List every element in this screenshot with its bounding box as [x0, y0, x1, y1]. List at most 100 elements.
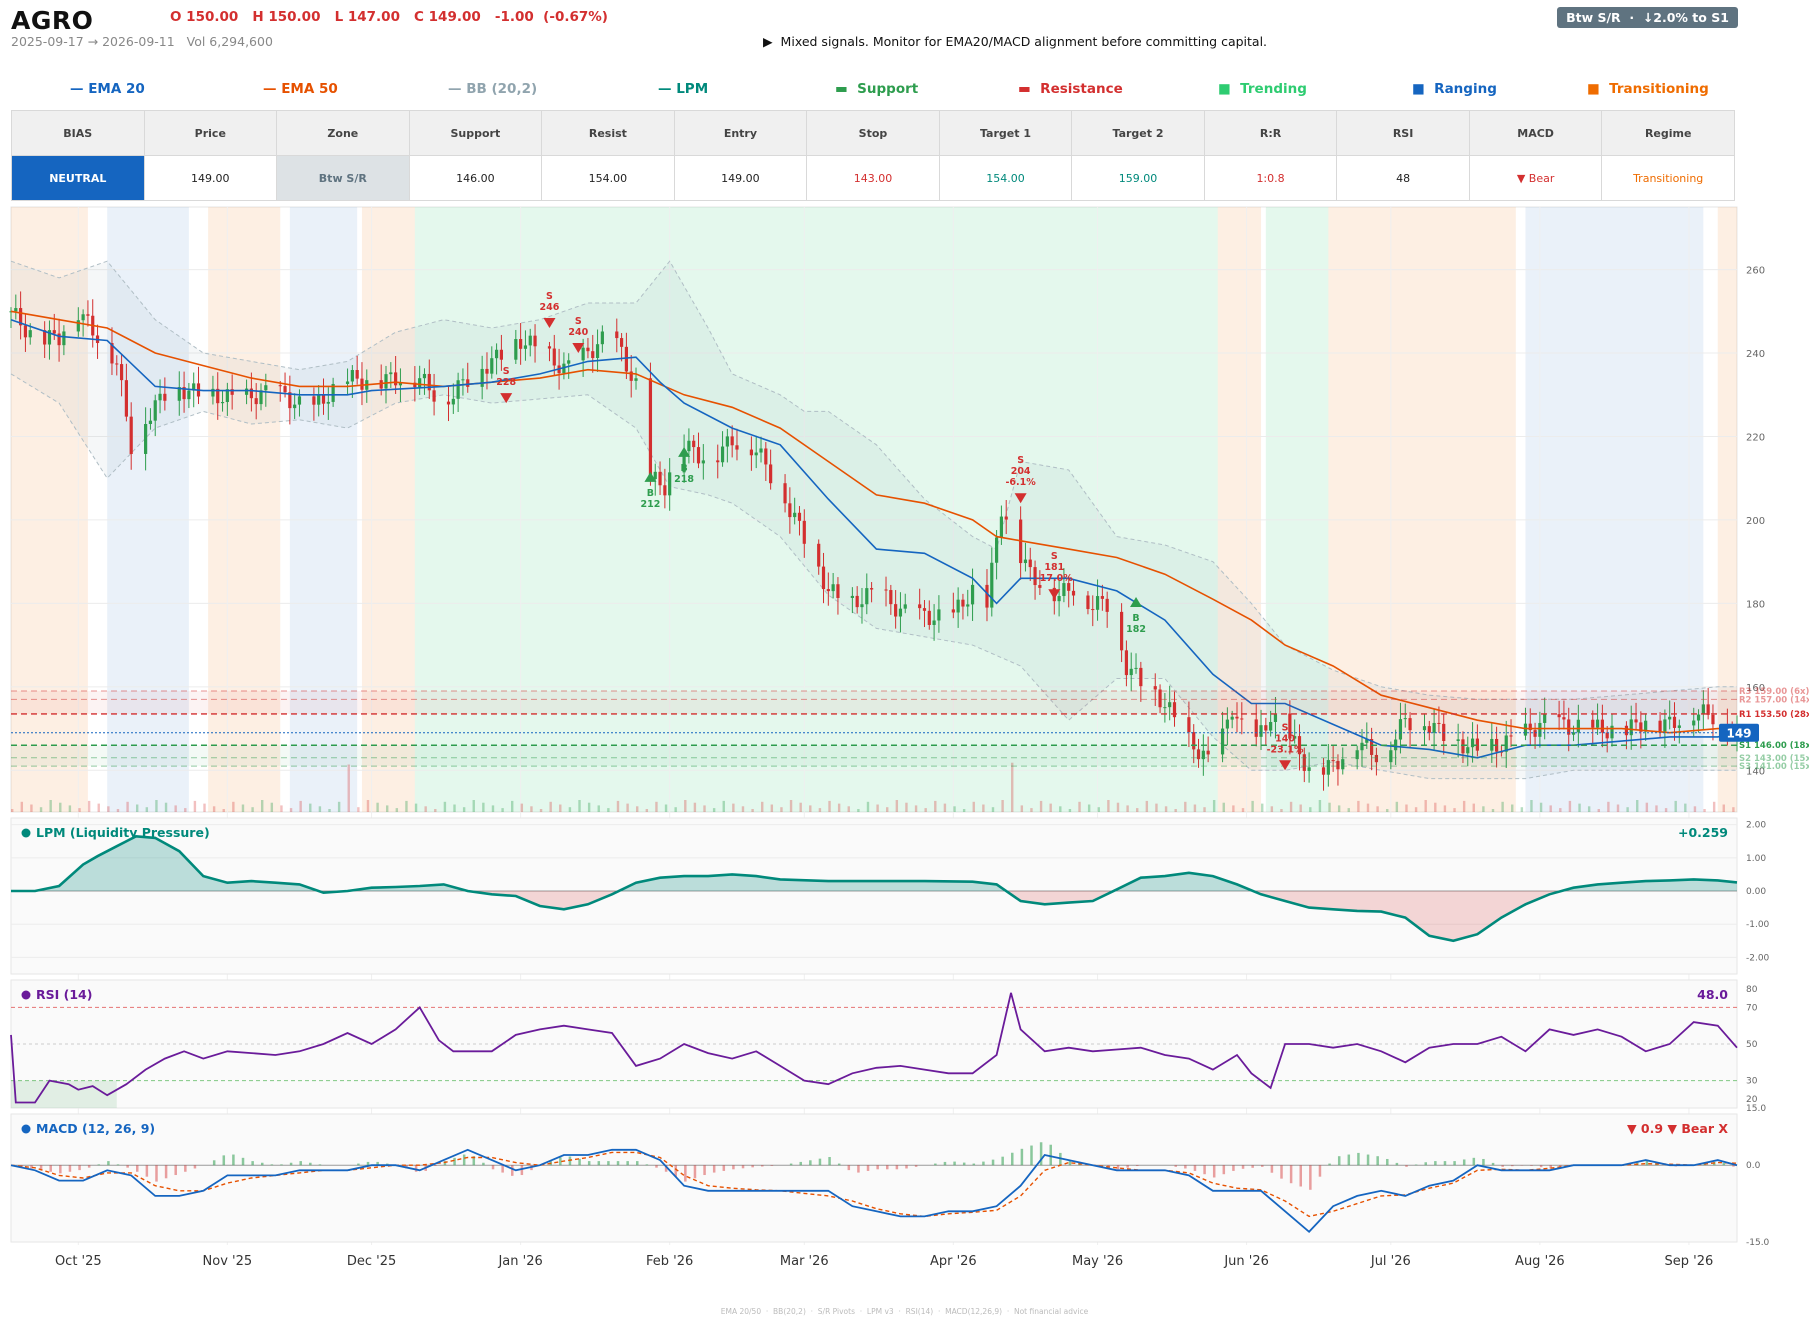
candle-body	[62, 331, 66, 346]
candle-body	[1475, 738, 1479, 751]
macd-histogram-bar	[972, 1163, 976, 1166]
macd-histogram-bar	[1453, 1161, 1456, 1166]
macd-histogram-bar	[626, 1161, 629, 1166]
volume-bar	[1578, 803, 1581, 812]
candle-body	[634, 378, 638, 381]
candle-body	[990, 562, 994, 608]
candle-body	[1634, 719, 1638, 723]
legend-item-ranging[interactable]: ■ Ranging	[1412, 81, 1497, 97]
bias-cell: NEUTRAL	[11, 155, 145, 201]
macd-histogram-bar	[982, 1161, 985, 1166]
macd-histogram-bar	[68, 1165, 72, 1172]
volume-bar	[193, 800, 197, 812]
signal-label: 228	[496, 377, 516, 388]
macd-histogram-bar	[837, 1163, 841, 1166]
volume-bar	[1299, 804, 1302, 812]
candle-body	[28, 330, 32, 338]
macd-histogram-bar	[1472, 1157, 1476, 1166]
legend-item-lpm[interactable]: — LPM	[658, 81, 708, 97]
legend-item-support[interactable]: ▬ Support	[835, 81, 918, 97]
buy-signal-marker	[678, 446, 691, 457]
volume-bar	[49, 800, 52, 812]
candle-body	[927, 610, 931, 625]
volume-bar	[337, 801, 341, 812]
volume-bar	[914, 805, 918, 812]
candle-body	[1427, 726, 1431, 733]
macd-histogram-bar	[828, 1157, 831, 1166]
candle-body	[1163, 707, 1167, 709]
candle-body	[682, 451, 686, 473]
candle-body	[220, 402, 225, 404]
lpm-dot-icon	[21, 828, 31, 838]
x-tick-label: May '26	[1072, 1254, 1123, 1269]
macd-histogram-bar	[847, 1165, 851, 1171]
volume-bar	[1722, 804, 1725, 812]
volume-bar	[1587, 806, 1591, 812]
signal-label: B	[1132, 613, 1139, 624]
macd-tick-label: 0.0	[1746, 1161, 1761, 1171]
volume-bar	[280, 805, 283, 812]
legend-item-resistance[interactable]: ▬ Resistance	[1018, 81, 1123, 97]
volume-bar	[626, 803, 629, 812]
candle-body	[446, 401, 451, 405]
candle-body	[379, 380, 383, 389]
macd-histogram-bar	[520, 1165, 524, 1176]
lpm-panel	[10, 817, 1738, 975]
legend-item-transitioning[interactable]: ■ Transitioning	[1587, 81, 1709, 97]
macd-histogram-bar	[1039, 1142, 1043, 1166]
macd-histogram-bar	[1318, 1165, 1322, 1177]
candle-body	[1067, 583, 1071, 591]
candle-body	[999, 516, 1004, 538]
volume-bar	[299, 800, 302, 812]
legend-item-trending[interactable]: ■ Trending	[1218, 81, 1307, 97]
volume-bar	[1164, 806, 1168, 812]
macd-dot-icon	[21, 1124, 31, 1134]
candle-body	[1331, 760, 1335, 762]
volume-bar	[549, 801, 552, 812]
volume-bar	[1386, 809, 1389, 812]
candle-body	[1432, 722, 1436, 733]
candle-body	[1100, 596, 1104, 599]
candle-body	[360, 378, 364, 390]
macd-histogram-bar	[1549, 1165, 1552, 1169]
volume-bar	[20, 801, 24, 812]
volume-bar	[722, 800, 725, 812]
macd-histogram-bar	[761, 1165, 764, 1167]
candle-body	[1235, 716, 1239, 719]
macd-histogram-bar	[1222, 1165, 1226, 1175]
legend-label: EMA 20	[88, 81, 145, 97]
macd-histogram-bar	[712, 1165, 716, 1173]
candle-body	[1360, 742, 1364, 751]
macd-histogram-bar	[1732, 1165, 1735, 1167]
volume-bar	[116, 809, 120, 812]
lpm-tick-label: 1.00	[1746, 854, 1766, 864]
legend-item-bb[interactable]: — BB (20,2)	[448, 81, 537, 97]
macd-histogram-bar	[222, 1155, 226, 1166]
signal-summary: ▶ Mixed signals. Monitor for EMA20/MACD …	[763, 34, 1268, 49]
candle-body	[1672, 716, 1677, 728]
signal-label: 181	[1044, 562, 1064, 573]
candle-body	[345, 381, 350, 384]
volume-bar	[1693, 806, 1697, 812]
volume-bar	[68, 805, 72, 812]
macd-histogram-bar	[962, 1162, 966, 1166]
signal-label: 212	[641, 499, 661, 510]
macd-histogram-bar	[155, 1165, 158, 1182]
macd-histogram-bar	[693, 1165, 697, 1179]
rsi-title: RSI (14)	[36, 987, 92, 1002]
volume-bar	[1453, 808, 1456, 812]
stats-header-cell: Stop	[806, 110, 940, 156]
support-zone	[11, 745, 1737, 767]
candle-body	[889, 590, 893, 605]
macd-histogram-bar	[616, 1161, 620, 1166]
macd-histogram-bar	[1232, 1165, 1235, 1171]
volume-bar	[1645, 802, 1649, 812]
legend-item-ema50[interactable]: — EMA 50	[263, 81, 338, 97]
candle-body	[1600, 719, 1604, 733]
candle-body	[519, 339, 523, 349]
legend-item-ema20[interactable]: — EMA 20	[70, 81, 145, 97]
candle-body	[754, 452, 758, 456]
price-tick-label: 160	[1746, 683, 1765, 694]
macd-histogram-bar	[1395, 1162, 1399, 1166]
